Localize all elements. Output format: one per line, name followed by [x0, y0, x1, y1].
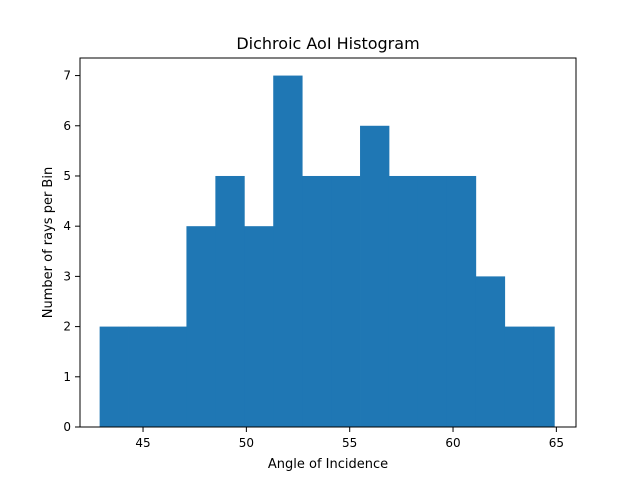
y-tick-label: 1 [63, 370, 71, 384]
y-tick-label: 3 [63, 269, 71, 283]
histogram-bar [331, 175, 361, 427]
histogram-bar [273, 75, 303, 428]
x-tick-label: 55 [342, 436, 357, 450]
histogram-bar [215, 175, 245, 427]
x-tick-label: 45 [135, 436, 150, 450]
histogram-bar [417, 175, 448, 427]
y-tick-label: 7 [63, 69, 71, 83]
histogram-bar [128, 326, 158, 427]
x-tick-label: 65 [549, 436, 564, 450]
y-tick-label: 2 [63, 320, 71, 334]
histogram-bar [533, 326, 555, 427]
bars-group [99, 75, 555, 428]
histogram-bar [388, 175, 419, 427]
histogram-bar [302, 175, 332, 427]
y-axis-ticks: 0 1 2 3 4 5 6 7 [63, 69, 80, 434]
histogram-bar [157, 326, 187, 427]
chart-title: Dichroic AoI Histogram [236, 34, 419, 53]
histogram-bar [99, 326, 129, 427]
y-tick-label: 4 [63, 219, 71, 233]
x-axis-ticks: 45 50 55 60 65 [135, 427, 564, 450]
y-tick-label: 6 [63, 119, 71, 133]
plot-frame [79, 57, 577, 428]
histogram-bar [186, 226, 216, 427]
x-axis-label: Angle of Incidence [268, 457, 388, 472]
histogram-bar [504, 326, 535, 427]
y-axis-label: Number of rays per Bin [41, 167, 56, 318]
x-tick-label: 50 [239, 436, 254, 450]
y-tick-label: 5 [63, 169, 71, 183]
histogram-bar [360, 125, 390, 427]
histogram-bar [475, 276, 506, 427]
histogram-bar [244, 226, 274, 427]
x-tick-label: 60 [445, 436, 460, 450]
histogram-bar [446, 175, 477, 427]
y-tick-label: 0 [63, 420, 71, 434]
